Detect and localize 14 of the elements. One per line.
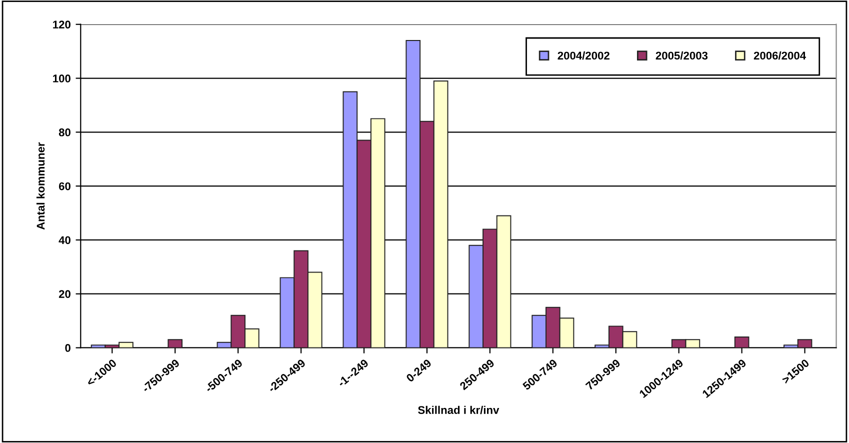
legend-label: 2006/2004	[754, 51, 806, 60]
y-axis-title: Antal kommuner	[36, 142, 45, 230]
y-tick-label: 40	[58, 236, 70, 244]
y-tick-label: 20	[58, 290, 70, 298]
bar	[734, 336, 750, 348]
legend-label: 2005/2003	[656, 51, 708, 60]
y-tick-label: 80	[58, 128, 70, 136]
legend-label: 2004/2002	[558, 51, 610, 60]
y-tick-label: 100	[53, 74, 70, 82]
y-tick-label: 0	[65, 344, 70, 352]
bar	[168, 339, 183, 348]
x-axis-title: Skillnad i kr/inv	[418, 406, 500, 414]
y-tick-label: 120	[53, 20, 70, 28]
y-tick-label: 60	[58, 182, 70, 190]
